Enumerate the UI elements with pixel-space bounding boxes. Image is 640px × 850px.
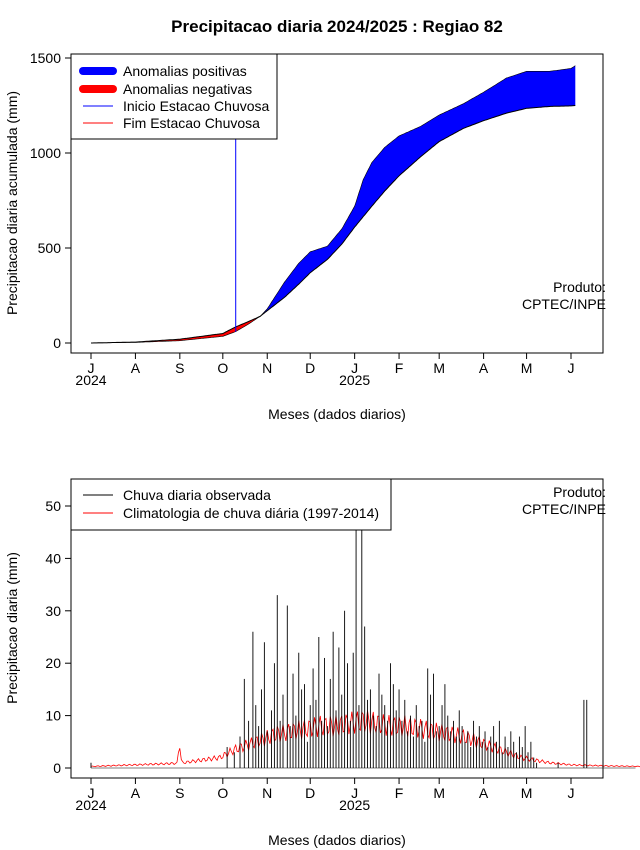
legend-label-season-start: Inicio Estacao Chuvosa — [123, 98, 270, 114]
cumulative-year-label: 2025 — [339, 372, 370, 388]
cumulative-panel: Precipitacao diaria 2024/2025 : Regiao 8… — [4, 17, 606, 422]
legend-label-season-end: Fim Estacao Chuvosa — [123, 115, 260, 131]
cumulative-plot-area — [91, 54, 576, 344]
daily-x-tick-label: D — [305, 785, 315, 801]
daily-x-tick-label: N — [262, 785, 272, 801]
daily-x-tick-label: A — [479, 785, 489, 801]
cumulative-y-tick-label: 500 — [38, 240, 62, 256]
daily-x-tick-label: J — [568, 785, 575, 801]
cumulative-x-tick-label: O — [217, 360, 228, 376]
cumulative-y-tick-label: 1000 — [30, 145, 61, 161]
cumulative-x-tick-label: J — [351, 360, 358, 376]
cumulative-x-tick-label: D — [305, 360, 315, 376]
daily-x-tick-label: M — [433, 785, 445, 801]
cumulative-x-tick-label: J — [88, 360, 95, 376]
cumulative-x-tick-label: M — [521, 360, 533, 376]
daily-year-label: 2024 — [75, 797, 106, 813]
daily-y-tick-label: 10 — [45, 708, 61, 724]
daily-year-label: 2025 — [339, 797, 370, 813]
positive-anomaly-area — [260, 65, 576, 317]
legend-label-positive: Anomalias positivas — [123, 63, 247, 79]
cumulative-x-tick-label: A — [479, 360, 489, 376]
daily-legend: Chuva diaria observada Climatologia de c… — [70, 478, 392, 531]
daily-x-tick-label: F — [395, 785, 404, 801]
daily-x-tick-label: J — [88, 785, 95, 801]
daily-y-tick-label: 0 — [53, 760, 61, 776]
chart-title: Precipitacao diaria 2024/2025 : Regiao 8… — [171, 17, 503, 36]
cumulative-x-tick-label: N — [262, 360, 272, 376]
observed-cumulative-line — [91, 65, 576, 344]
daily-x-tick-label: J — [351, 785, 358, 801]
daily-y-tick-label: 20 — [45, 655, 61, 671]
cumulative-product-source: CPTEC/INPE — [522, 296, 606, 312]
climatology-cumulative-line — [91, 105, 576, 344]
daily-x-tick-label: A — [131, 785, 141, 801]
daily-y-tick-label: 50 — [45, 498, 61, 514]
legend-label-climatology: Climatologia de chuva diária (1997-2014) — [123, 505, 379, 521]
daily-legend-box — [70, 478, 392, 531]
climatology-daily-line — [90, 710, 640, 768]
cumulative-plot-frame — [70, 53, 604, 354]
cumulative-year-label: 2024 — [75, 372, 106, 388]
negative-anomaly-area — [92, 317, 259, 343]
cumulative-x-tick-label: A — [131, 360, 141, 376]
daily-y-tick-label: 40 — [45, 550, 61, 566]
daily-x-axis-label: Meses (dados diarios) — [268, 832, 406, 848]
legend-label-observed: Chuva diaria observada — [123, 487, 271, 503]
cumulative-y-tick-label: 0 — [53, 335, 61, 351]
cumulative-x-tick-label: J — [568, 360, 575, 376]
daily-product-source: CPTEC/INPE — [522, 501, 606, 517]
legend-label-negative: Anomalias negativas — [123, 81, 252, 97]
cumulative-y-tick-label: 1500 — [30, 50, 61, 66]
daily-y-tick-label: 30 — [45, 603, 61, 619]
daily-product-label: Produto: — [553, 484, 606, 500]
daily-y-axis-label: Precipitacao diaria (mm) — [4, 552, 20, 704]
cumulative-legend: Anomalias positivas Anomalias negativas … — [70, 53, 278, 140]
daily-x-tick-label: O — [217, 785, 228, 801]
cumulative-x-tick-label: S — [175, 360, 184, 376]
cumulative-y-axis-label: Precipitacao diaria acumulada (mm) — [4, 91, 20, 315]
cumulative-x-axis-label: Meses (dados diarios) — [268, 406, 406, 422]
cumulative-x-tick-label: F — [395, 360, 404, 376]
daily-plot-area — [90, 516, 640, 769]
daily-x-tick-label: S — [175, 785, 184, 801]
cumulative-product-label: Produto: — [553, 279, 606, 295]
daily-x-tick-label: M — [521, 785, 533, 801]
cumulative-x-tick-label: M — [433, 360, 445, 376]
